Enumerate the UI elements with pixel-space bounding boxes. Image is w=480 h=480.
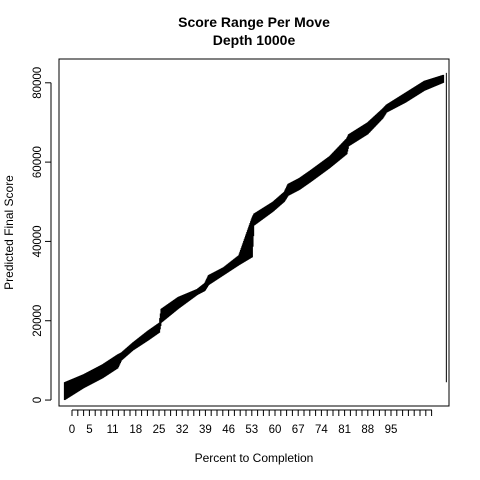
- x-tick-label: 39: [199, 424, 212, 436]
- chart-subtitle: Depth 1000e: [213, 32, 296, 48]
- y-axis-label: Predicted Final Score: [2, 175, 16, 290]
- x-tick-label: 18: [129, 424, 142, 436]
- series-group: [63, 72, 447, 401]
- y-tick-label: 60000: [32, 146, 44, 178]
- x-axis: 0 5 11 18 25 32 39 46 53 60 67 74 81 88 95: [69, 409, 433, 436]
- x-tick-label: 81: [338, 424, 351, 436]
- x-tick-label: 25: [153, 424, 166, 436]
- x-tick-label: 67: [292, 424, 305, 436]
- y-axis: 0 20000 40000 60000 80000: [32, 67, 52, 403]
- x-tick-label: 60: [269, 424, 282, 436]
- x-tick-label: 5: [86, 424, 92, 436]
- x-tick-label: 0: [69, 424, 75, 436]
- x-tick-label: 95: [385, 424, 398, 436]
- x-tick-label: 32: [176, 424, 189, 436]
- y-tick-label: 0: [32, 397, 44, 403]
- chart-title: Score Range Per Move: [178, 14, 330, 30]
- y-tick-label: 20000: [32, 305, 44, 337]
- x-tick-label: 46: [222, 424, 235, 436]
- x-tick-label: 74: [315, 424, 328, 436]
- x-axis-label: Percent to Completion: [195, 451, 314, 465]
- y-tick-label: 80000: [32, 67, 44, 99]
- plot-frame: [58, 58, 450, 407]
- x-tick-label: 53: [245, 424, 258, 436]
- x-tick-label: 11: [107, 424, 119, 436]
- y-tick-label: 40000: [32, 225, 44, 257]
- x-tick-label: 88: [361, 424, 374, 436]
